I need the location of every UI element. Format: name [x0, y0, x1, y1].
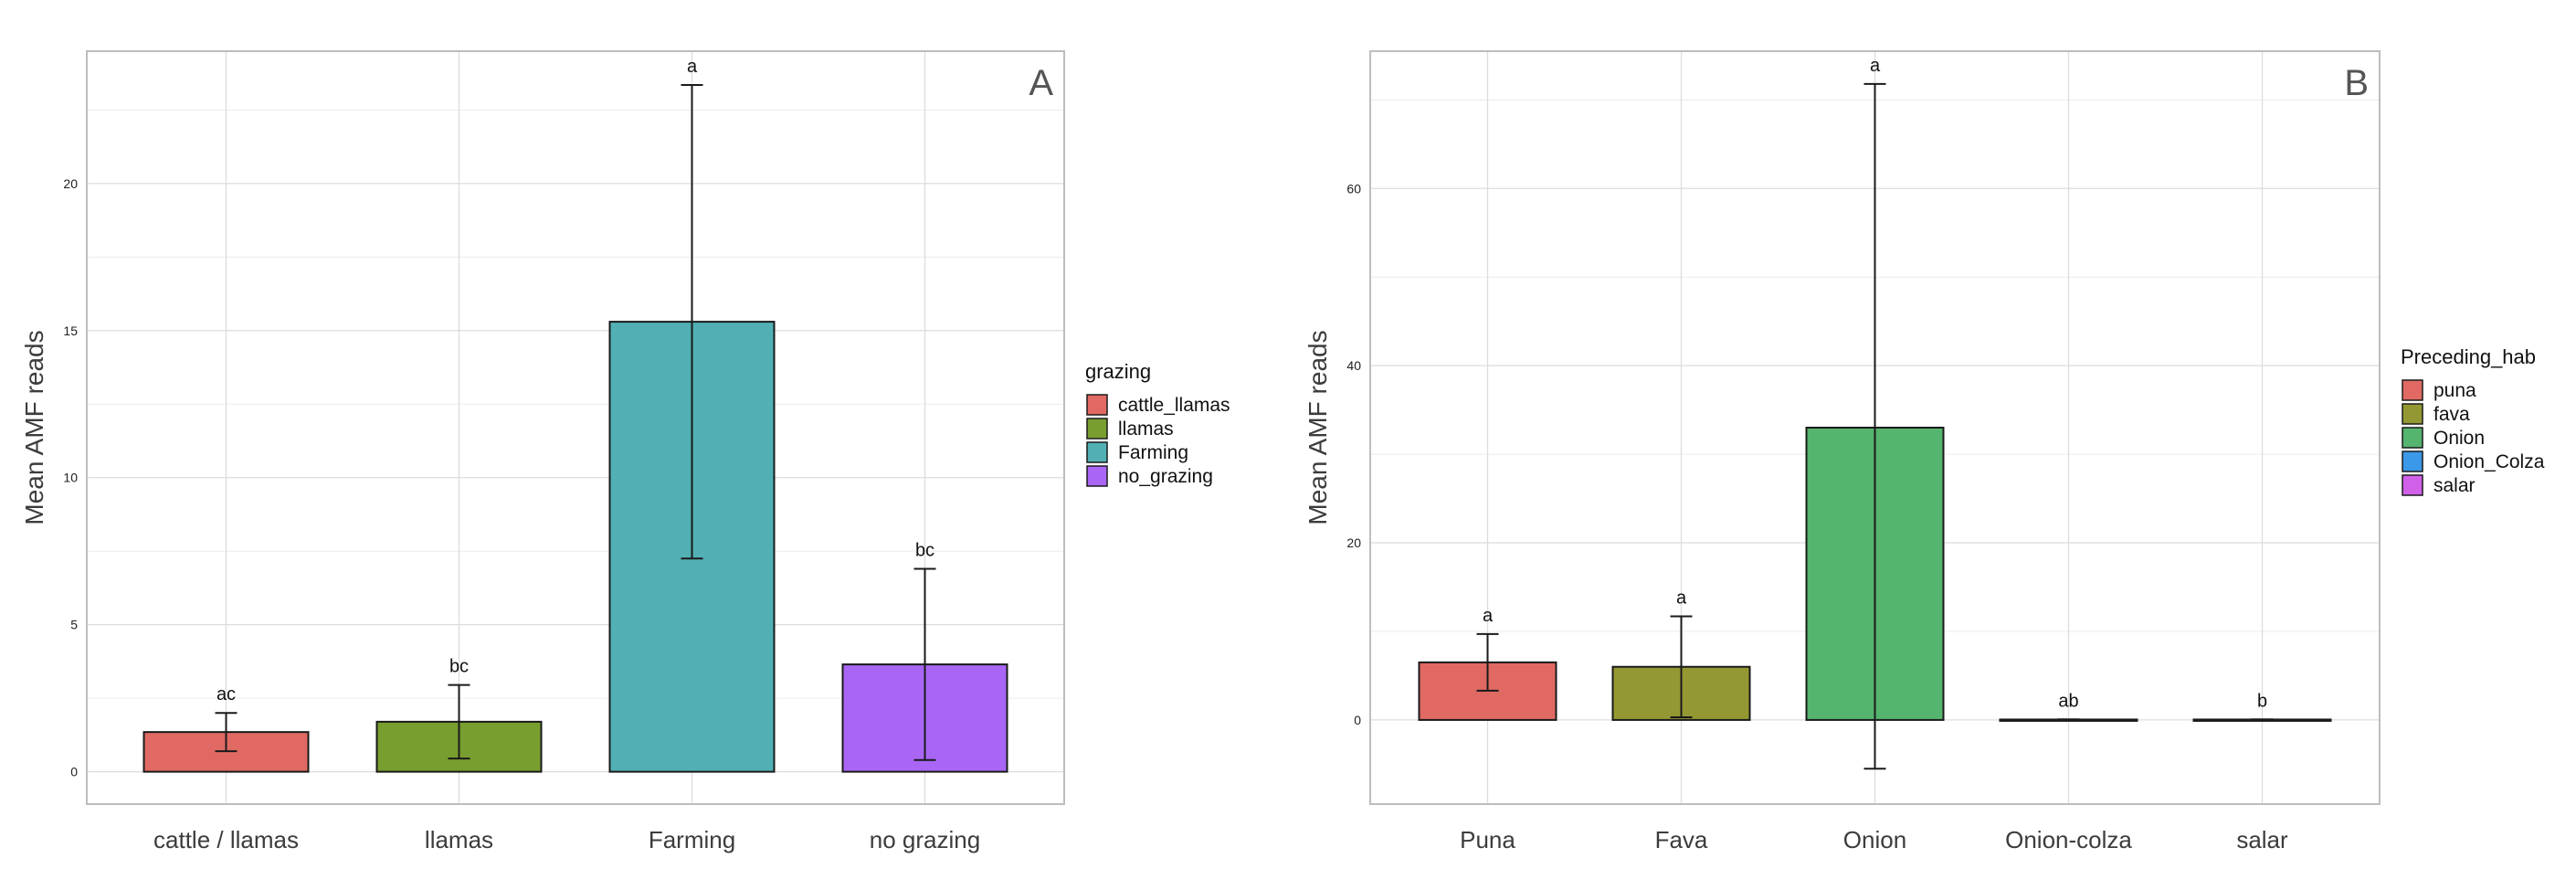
panel-label: B [2344, 63, 2369, 103]
x-tick-label: no grazing [870, 826, 980, 853]
legend-swatch [1086, 465, 1108, 487]
legend-item-label: salar [2433, 475, 2476, 496]
y-tick-label: 5 [70, 618, 78, 632]
x-tick-label: Puna [1460, 826, 1515, 853]
x-tick-label: llamas [425, 826, 493, 853]
legend-title: Preceding_hab [2401, 345, 2536, 368]
legend-swatch [2402, 379, 2423, 401]
legend-item-label: fava [2433, 404, 2470, 425]
chart-panel-a: 0 5 10 15 20 ac cattle / llamas bc llamas a Farmin… [20, 50, 1230, 853]
y-tick-label: 0 [1354, 713, 1361, 727]
significance-label: bc [915, 541, 934, 561]
y-tick-label: 60 [1346, 181, 1361, 196]
legend-item-label: puna [2433, 380, 2476, 401]
legend-item-label: llamas [1118, 419, 1174, 440]
legend-swatch [2402, 427, 2423, 449]
panel-label: A [1029, 63, 1053, 103]
x-tick-label: cattle / llamas [153, 826, 299, 853]
legend-item-label: Onion [2433, 428, 2485, 449]
legend-swatch [2402, 403, 2423, 425]
significance-label: a [1870, 56, 1881, 76]
significance-label: a [687, 57, 698, 77]
legend-swatch [1086, 418, 1108, 440]
legend-swatch [2402, 474, 2423, 496]
x-tick-label: Farming [649, 826, 735, 853]
plot-border [1369, 50, 2381, 805]
y-tick-label: 20 [63, 176, 78, 191]
y-axis-label: Mean AMF reads [20, 330, 48, 524]
legend-swatch [2402, 450, 2423, 472]
significance-label: b [2257, 691, 2267, 711]
x-tick-label: Fava [1655, 826, 1708, 853]
y-tick-label: 20 [1346, 535, 1361, 550]
legend-item-label: Onion_Colza [2433, 451, 2545, 472]
plot-border [86, 50, 1065, 805]
significance-label: bc [449, 657, 469, 677]
legend-item-label: no_grazing [1118, 466, 1213, 487]
y-tick-label: 0 [70, 765, 78, 779]
legend-swatch [1086, 394, 1108, 416]
x-tick-label: Onion [1843, 826, 1906, 853]
legend-swatch [1086, 441, 1108, 463]
significance-label: a [1676, 588, 1687, 608]
y-tick-label: 40 [1346, 358, 1361, 373]
chart-panel-b: 0 20 40 60 a Puna a Fava a Onion ab Onion-colza b sal… [1304, 50, 2545, 853]
x-tick-label: salar [2236, 826, 2288, 853]
significance-label: ac [216, 684, 236, 705]
significance-label: a [1483, 606, 1494, 626]
significance-label: ab [2058, 691, 2078, 711]
y-tick-label: 15 [63, 323, 78, 338]
x-tick-label: Onion-colza [2005, 826, 2132, 853]
y-tick-label: 10 [63, 471, 78, 485]
legend-item-label: cattle_llamas [1118, 395, 1230, 416]
legend-title: grazing [1085, 360, 1151, 383]
y-axis-label: Mean AMF reads [1304, 330, 1332, 524]
legend-item-label: Farming [1118, 442, 1188, 463]
